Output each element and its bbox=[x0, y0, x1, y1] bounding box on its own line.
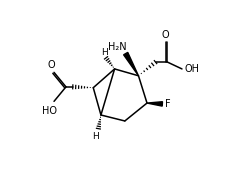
Text: H₂N: H₂N bbox=[108, 42, 126, 52]
Text: F: F bbox=[165, 99, 171, 109]
Text: H: H bbox=[93, 132, 99, 141]
Polygon shape bbox=[147, 102, 162, 106]
Text: O: O bbox=[48, 60, 56, 70]
Text: O: O bbox=[162, 30, 169, 40]
Text: OH: OH bbox=[185, 64, 200, 74]
Text: HO: HO bbox=[42, 106, 57, 116]
Text: H: H bbox=[101, 48, 107, 57]
Polygon shape bbox=[124, 52, 139, 76]
